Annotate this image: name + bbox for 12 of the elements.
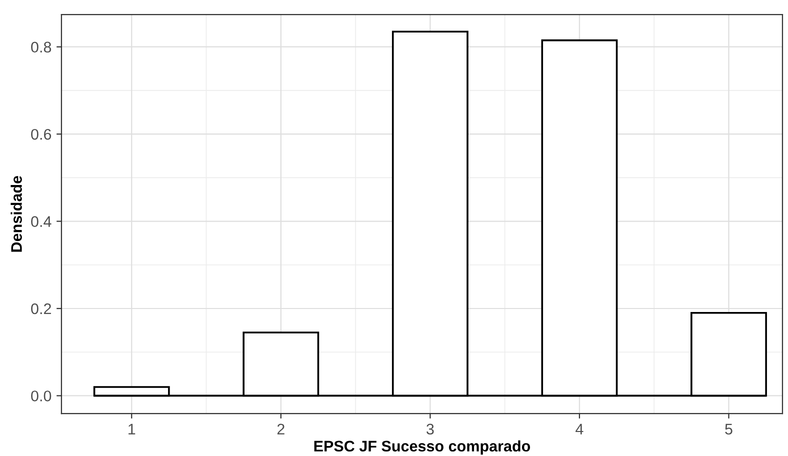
x-tick-label: 4 — [576, 424, 584, 434]
x-tick-label: 1 — [128, 424, 136, 434]
y-tick-label: 0.8 — [31, 42, 52, 53]
y-tick-label: 0.2 — [31, 303, 51, 314]
y-tick-label: 0.0 — [31, 390, 52, 402]
x-tick-label: 3 — [426, 424, 434, 435]
y-tick-label: 0.6 — [31, 128, 52, 140]
y-tick-label: 0.4 — [31, 216, 52, 227]
x-tick-label: 5 — [725, 424, 732, 435]
x-axis-title: EPSC JF Sucesso comparado — [314, 440, 530, 455]
x-tick-label: 2 — [277, 424, 284, 434]
y-axis-title: Densidade — [10, 176, 22, 252]
